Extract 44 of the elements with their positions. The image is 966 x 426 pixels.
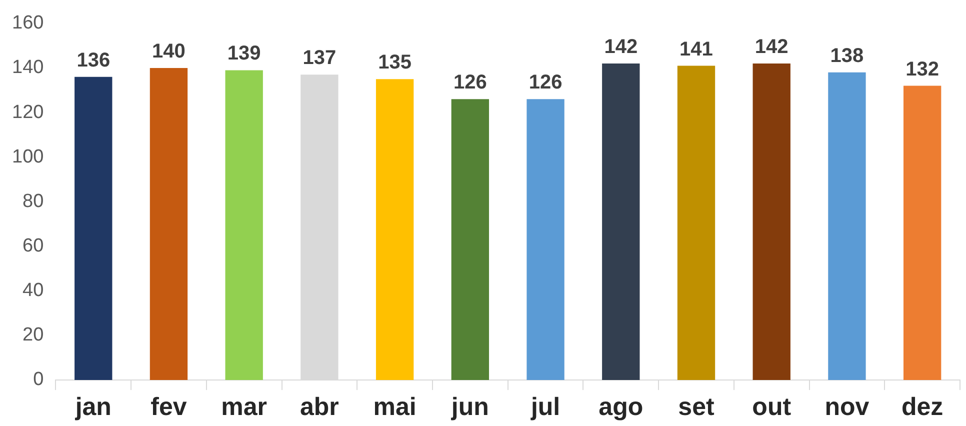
x-tick-label: ago	[598, 392, 644, 421]
bar	[526, 99, 564, 380]
data-label: 142	[754, 36, 788, 58]
y-tick-label: 100	[12, 146, 44, 168]
x-tick-label: abr	[300, 392, 340, 421]
y-tick-label: 140	[12, 57, 44, 78]
data-label: 126	[528, 72, 562, 94]
bar	[74, 76, 112, 380]
x-tick-label: mai	[373, 392, 416, 421]
data-label: 126	[453, 72, 487, 94]
bar	[752, 64, 790, 380]
x-tick-label: jul	[530, 392, 560, 421]
bar	[677, 66, 716, 380]
data-label: 135	[378, 52, 412, 74]
data-label: 138	[830, 44, 864, 67]
data-label: 132	[906, 58, 940, 80]
data-label: 136	[76, 49, 110, 72]
bar	[150, 68, 188, 380]
data-label: 141	[680, 38, 713, 60]
y-tick-label: 60	[22, 236, 44, 257]
x-tick-label: dez	[901, 392, 944, 421]
y-tick-label: 120	[12, 102, 44, 123]
y-tick-label: 40	[22, 280, 44, 302]
x-tick-label: nov	[824, 392, 870, 421]
x-tick-label: jan	[74, 392, 112, 421]
x-tick-label: mar	[221, 392, 268, 421]
x-tick-label: jun	[450, 392, 489, 421]
data-label: 142	[604, 36, 638, 58]
y-tick-label: 80	[22, 190, 44, 212]
bar	[828, 72, 866, 380]
bar	[903, 86, 942, 380]
data-label: 139	[227, 42, 261, 65]
bar	[602, 64, 640, 380]
y-tick-label: 20	[22, 324, 44, 346]
data-label: 137	[302, 47, 336, 70]
y-tick-label: 0	[33, 369, 44, 390]
bar	[376, 79, 414, 380]
x-tick-label: set	[678, 392, 715, 421]
bar	[225, 70, 263, 380]
y-tick-label: 160	[12, 12, 44, 34]
data-label: 140	[152, 40, 186, 62]
x-tick-label: out	[752, 392, 792, 421]
x-tick-label: fev	[150, 392, 187, 421]
bar	[451, 99, 490, 380]
